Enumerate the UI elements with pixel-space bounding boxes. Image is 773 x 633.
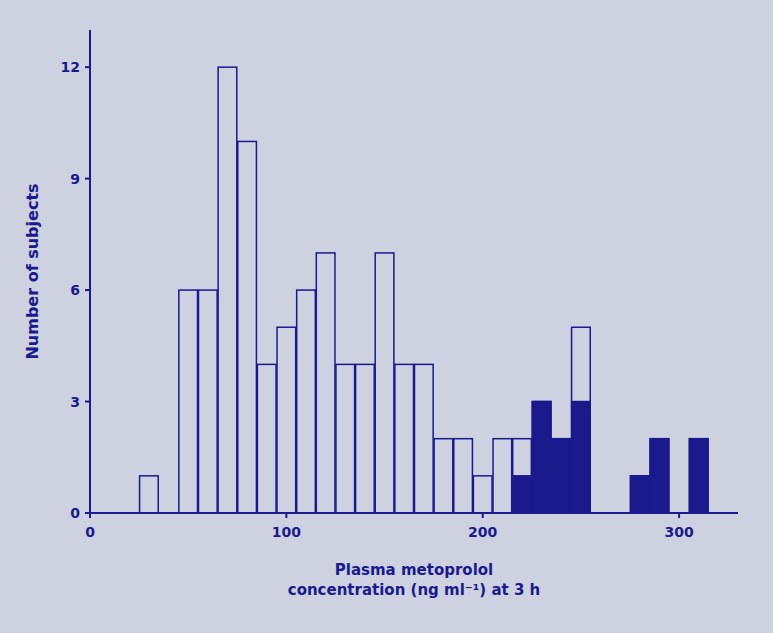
bar-total xyxy=(395,364,414,513)
y-tick-label: 3 xyxy=(70,394,80,410)
bar-filled xyxy=(689,439,708,513)
y-tick-label: 0 xyxy=(70,505,80,521)
y-tick xyxy=(85,178,90,180)
bar-total xyxy=(297,290,316,513)
bar-total xyxy=(277,327,296,513)
bar-total xyxy=(493,439,512,513)
y-tick xyxy=(85,512,90,514)
bar-total xyxy=(532,402,551,513)
x-tick-label: 100 xyxy=(272,524,301,540)
x-tick-label: 300 xyxy=(664,524,693,540)
bar-total xyxy=(257,364,276,513)
y-tick-label: 9 xyxy=(70,171,80,187)
bar-filled xyxy=(513,476,532,513)
bar-total xyxy=(140,476,159,513)
bar-total xyxy=(414,364,433,513)
y-tick-label: 6 xyxy=(70,282,80,298)
bar-total xyxy=(375,253,394,513)
y-tick xyxy=(85,66,90,68)
bar-total xyxy=(454,439,473,513)
bar-total xyxy=(552,439,571,513)
bar-total xyxy=(434,439,453,513)
y-tick xyxy=(85,289,90,291)
y-axis-line xyxy=(89,30,91,513)
bar-total xyxy=(513,439,532,513)
bar-total xyxy=(356,364,375,513)
bar-total xyxy=(650,439,669,513)
bar-filled xyxy=(552,439,571,513)
x-tick xyxy=(482,513,484,518)
chart-svg: 0 100 200 300 0 3 6 9 12 Plasma metoprololconcent… xyxy=(0,0,773,633)
y-tick-label: 12 xyxy=(61,59,80,75)
bar-total xyxy=(316,253,335,513)
background xyxy=(0,0,773,633)
x-tick-label: 0 xyxy=(85,524,95,540)
bar-total xyxy=(689,439,708,513)
bar-filled xyxy=(650,439,669,513)
x-axis-line xyxy=(90,512,738,514)
bar-total xyxy=(179,290,198,513)
bar-total xyxy=(572,327,591,513)
bar-filled xyxy=(572,402,591,513)
x-tick-label: 200 xyxy=(468,524,497,540)
bar-total xyxy=(630,476,649,513)
bar-total xyxy=(473,476,492,513)
bar-total xyxy=(336,364,355,513)
bars xyxy=(140,67,708,513)
bar-total xyxy=(218,67,237,513)
x-axis-label: Plasma metoprololconcentration (ng ml⁻¹)… xyxy=(288,561,541,599)
bar-total xyxy=(238,141,257,513)
bar-filled xyxy=(532,402,551,513)
y-tick xyxy=(85,401,90,403)
chart-container: 0 100 200 300 0 3 6 9 12 Plasma metoprololconcent… xyxy=(0,0,773,633)
y-axis-label: Number of subjects xyxy=(23,183,42,359)
x-tick xyxy=(678,513,680,518)
bar-total xyxy=(198,290,217,513)
bar-filled xyxy=(630,476,649,513)
x-tick xyxy=(285,513,287,518)
